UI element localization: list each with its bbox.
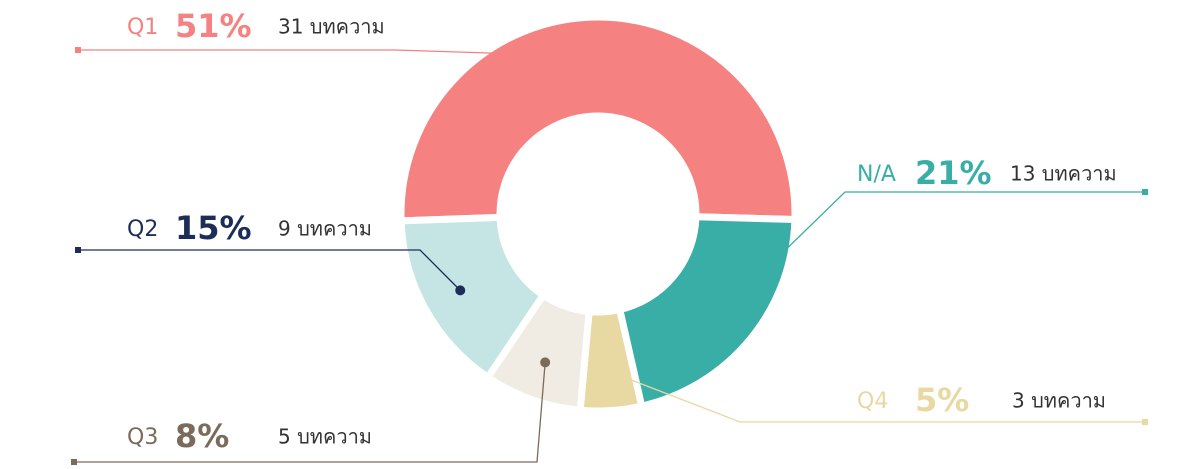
percent-label: 21%	[915, 154, 992, 192]
category-label: Q2	[127, 217, 158, 242]
leader-end	[71, 459, 77, 465]
leader-line	[608, 370, 1145, 423]
leader-dot	[592, 51, 603, 62]
count-label: 13 บทความ	[1010, 162, 1117, 186]
donut-slice	[615, 213, 799, 411]
leader-dot	[603, 366, 614, 377]
percent-label: 8%	[175, 417, 229, 455]
leader-end	[1142, 189, 1148, 195]
leader-dot	[455, 285, 466, 296]
category-label: Q4	[857, 389, 888, 414]
donut-slice	[397, 213, 549, 383]
donut-slice	[397, 13, 799, 225]
leader-dot	[540, 357, 551, 368]
count-label: 31 บทความ	[278, 15, 385, 39]
percent-label: 15%	[175, 209, 252, 247]
count-label: 9 บทความ	[278, 217, 372, 241]
category-label: Q3	[127, 425, 158, 450]
percent-label: 5%	[915, 381, 969, 419]
leader-end	[75, 247, 81, 253]
count-label: 5 บทความ	[278, 425, 372, 449]
leader-end	[1142, 419, 1148, 425]
leader-line	[74, 362, 546, 463]
leader-line	[78, 249, 461, 291]
category-label: Q1	[127, 15, 158, 40]
percent-label: 51%	[175, 7, 252, 45]
leader-line	[719, 191, 1145, 315]
leader-end	[75, 47, 81, 53]
category-label: N/A	[857, 162, 896, 187]
leader-dot	[714, 308, 725, 319]
count-label: 3 บทความ	[1012, 389, 1106, 413]
leader-line	[78, 49, 598, 58]
